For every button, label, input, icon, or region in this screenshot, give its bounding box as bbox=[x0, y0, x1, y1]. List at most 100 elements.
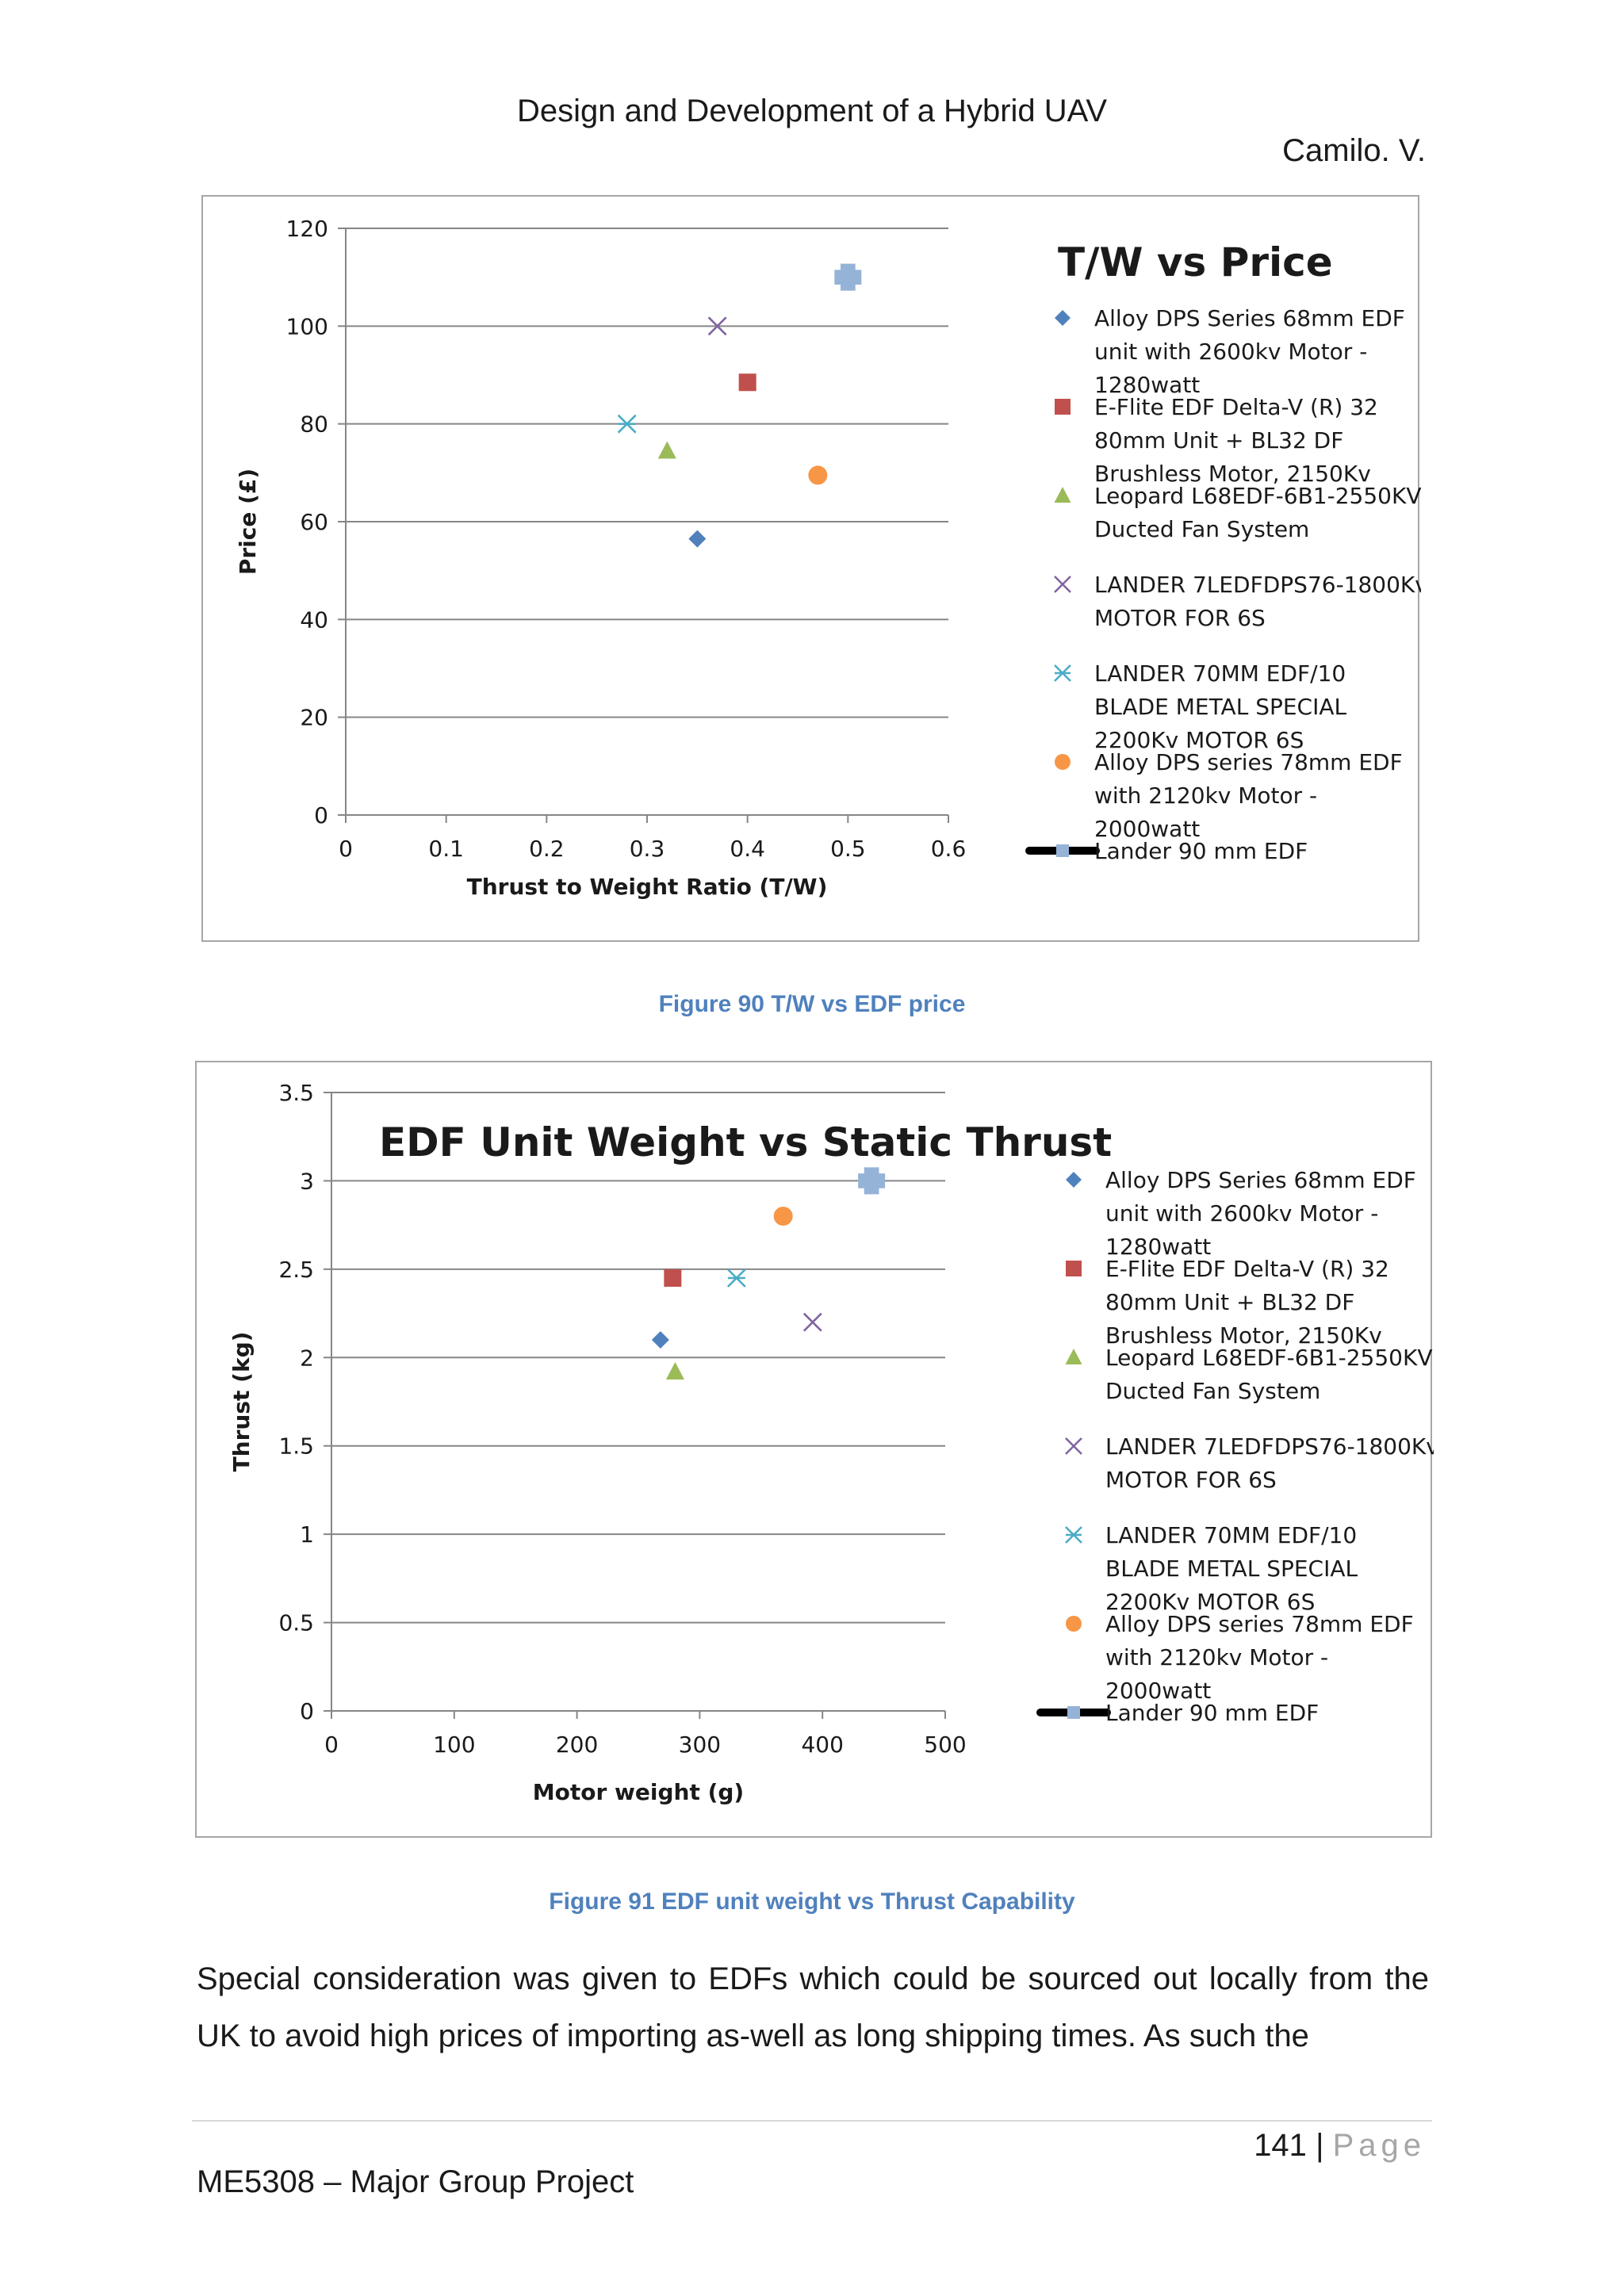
wt-legend-marker-5-shape bbox=[1066, 1616, 1082, 1632]
tw-point-5 bbox=[808, 465, 828, 485]
tw-legend-marker-1-shape bbox=[1055, 399, 1071, 415]
page-number-value: 141 bbox=[1254, 2128, 1307, 2163]
wt-legend-label-0-0: Alloy DPS Series 68mm EDF bbox=[1105, 1167, 1416, 1193]
tw-point-3 bbox=[707, 316, 727, 336]
document-author: Camilo. V. bbox=[1282, 133, 1426, 168]
tw-legend-label-5-2: 2000watt bbox=[1094, 816, 1200, 842]
wt-legend-entry-3: LANDER 7LEDFDPS76-1800Kv MOTOR FOR 6S bbox=[1065, 1433, 1434, 1493]
wt-legend-label-4-2: 2200Kv MOTOR 6S bbox=[1105, 1589, 1315, 1615]
wt-legend-entry-1: E-Flite EDF Delta-V (R) 32 80mm Unit + BL… bbox=[1066, 1256, 1389, 1349]
wt-legend-label-3-1: MOTOR FOR 6S bbox=[1105, 1467, 1277, 1493]
tw-legend-label-6-0: Lander 90 mm EDF bbox=[1094, 838, 1308, 864]
tw-legend-marker-0 bbox=[1055, 310, 1071, 326]
tw-point-5-shape bbox=[808, 465, 828, 485]
figure-90-caption: Figure 90 T/W vs EDF price bbox=[658, 991, 966, 1017]
tw-legend-entry-1: E-Flite EDF Delta-V (R) 32 80mm Unit + BL… bbox=[1055, 394, 1378, 487]
tw-legend-entry-2: Leopard L68EDF-6B1-2550KV Ducted Fan Syst… bbox=[1054, 483, 1421, 542]
footer-divider bbox=[192, 2120, 1432, 2122]
figure-91-caption: Figure 91 EDF unit weight vs Thrust Capa… bbox=[549, 1888, 1075, 1915]
tw-point-3-shape bbox=[707, 316, 727, 336]
tw-legend-label-4-2: 2200Kv MOTOR 6S bbox=[1094, 727, 1304, 753]
wt-point-6 bbox=[858, 1167, 886, 1195]
wt-legend-marker-4 bbox=[1065, 1526, 1082, 1544]
wt-legend-marker-2-shape bbox=[1065, 1349, 1082, 1364]
wt-legend-marker-3 bbox=[1065, 1437, 1082, 1455]
wt-point-0 bbox=[651, 1331, 669, 1349]
tw-x-tick-label-5: 0.5 bbox=[830, 836, 866, 862]
tw-x-tick-label-3: 0.3 bbox=[630, 836, 665, 862]
wt-point-2 bbox=[665, 1362, 684, 1380]
tw-legend-label-4-0: LANDER 70MM EDF/10 bbox=[1094, 660, 1346, 687]
wt-legend-marker-3-shape bbox=[1065, 1437, 1082, 1455]
wt-legend-label-0-2: 1280watt bbox=[1105, 1234, 1211, 1260]
wt-legend-label-2-0: Leopard L68EDF-6B1-2550KV bbox=[1105, 1345, 1433, 1371]
tw-legend-label-2-0: Leopard L68EDF-6B1-2550KV bbox=[1094, 483, 1421, 509]
tw-point-0 bbox=[688, 530, 707, 548]
wt-point-2-shape bbox=[665, 1362, 684, 1380]
tw-point-4-shape bbox=[617, 414, 637, 434]
tw-legend-marker-6-shape bbox=[1056, 844, 1069, 857]
tw-chart-title: T/W vs Price bbox=[1058, 239, 1333, 285]
wt-legend-label-3-0: LANDER 7LEDFDPS76-1800Kv bbox=[1105, 1433, 1434, 1460]
wt-legend-label-1-0: E-Flite EDF Delta-V (R) 32 bbox=[1105, 1256, 1389, 1282]
wt-chart-title: EDF Unit Weight vs Static Thrust bbox=[379, 1119, 1112, 1165]
chart-weight-vs-thrust: 0 0.5 1 1.5 2 2.5 3 3.5 0 100 200 300 400 500 Motor we… bbox=[195, 1061, 1434, 1838]
wt-y-tick-label-1: 0.5 bbox=[278, 1610, 314, 1636]
wt-legend-label-5-1: with 2120kv Motor - bbox=[1105, 1644, 1328, 1670]
wt-x-tick-label-0: 0 bbox=[324, 1732, 339, 1758]
tw-legend-entry-4: LANDER 70MM EDF/10 BLADE METAL SPECIAL 220… bbox=[1054, 660, 1347, 753]
tw-point-6-shape bbox=[834, 263, 862, 291]
tw-y-tick-label-2: 40 bbox=[300, 607, 328, 633]
page-label: Page bbox=[1332, 2128, 1426, 2163]
wt-y-tick-label-0: 0 bbox=[300, 1698, 314, 1724]
tw-x-tick-label-4: 0.4 bbox=[730, 836, 765, 862]
document-title: Design and Development of a Hybrid UAV bbox=[516, 94, 1108, 128]
tw-x-tick-label-1: 0.1 bbox=[428, 836, 464, 862]
wt-legend-label-4-1: BLADE METAL SPECIAL bbox=[1105, 1556, 1358, 1582]
tw-point-1-shape bbox=[738, 373, 756, 392]
tw-point-4 bbox=[617, 414, 637, 434]
tw-legend-marker-3-shape bbox=[1054, 576, 1071, 593]
tw-legend-marker-4 bbox=[1054, 664, 1071, 682]
wt-legend-label-6-0: Lander 90 mm EDF bbox=[1105, 1700, 1319, 1726]
tw-y-tick-label-3: 60 bbox=[300, 509, 328, 535]
tw-x-tick-label-6: 0.6 bbox=[931, 836, 967, 862]
wt-y-tick-label-4: 2 bbox=[300, 1345, 314, 1371]
chart-tw-vs-price: 0 20 40 60 80 100 120 0 0.1 0.2 0.3 0.4 0.5 0.6 Thrust… bbox=[201, 195, 1421, 942]
wt-legend-marker-1-shape bbox=[1066, 1261, 1082, 1276]
wt-y-tick-label-7: 3.5 bbox=[278, 1080, 314, 1106]
wt-point-5 bbox=[773, 1207, 793, 1226]
tw-legend-label-3-0: LANDER 7LEDFDPS76-1800Kv bbox=[1094, 572, 1421, 598]
wt-point-5-shape bbox=[773, 1207, 793, 1226]
tw-legend-marker-3 bbox=[1054, 576, 1071, 593]
wt-y-tick-label-3: 1.5 bbox=[278, 1433, 314, 1460]
wt-x-tick-label-2: 200 bbox=[556, 1732, 598, 1758]
wt-legend-marker-1 bbox=[1066, 1261, 1082, 1276]
tw-y-tick-label-6: 120 bbox=[286, 216, 328, 242]
wt-legend-marker-5 bbox=[1066, 1616, 1082, 1632]
tw-legend-label-5-0: Alloy DPS series 78mm EDF bbox=[1094, 749, 1403, 775]
tw-y-tick-label-4: 80 bbox=[300, 411, 328, 438]
wt-x-tick-label-5: 500 bbox=[924, 1732, 966, 1758]
tw-legend-label-4-1: BLADE METAL SPECIAL bbox=[1094, 694, 1347, 720]
tw-point-1 bbox=[738, 373, 756, 392]
wt-y-tick-label-2: 1 bbox=[300, 1521, 314, 1548]
wt-x-tick-label-3: 300 bbox=[679, 1732, 721, 1758]
wt-legend-entry-4: LANDER 70MM EDF/10 BLADE METAL SPECIAL 220… bbox=[1065, 1522, 1358, 1615]
tw-y-tick-label-5: 100 bbox=[286, 313, 328, 339]
tw-legend-marker-6 bbox=[1056, 844, 1069, 857]
wt-legend-marker-6-shape bbox=[1067, 1706, 1080, 1719]
wt-legend-marker-4-shape bbox=[1065, 1526, 1082, 1544]
wt-point-4-shape bbox=[726, 1269, 746, 1288]
tw-x-tick-label-0: 0 bbox=[339, 836, 353, 862]
tw-legend-label-1-1: 80mm Unit + BL32 DF bbox=[1094, 427, 1343, 453]
tw-legend-marker-5 bbox=[1055, 754, 1071, 770]
wt-legend-entry-5: Alloy DPS series 78mm EDF with 2120kv Mot… bbox=[1066, 1611, 1414, 1704]
tw-point-6 bbox=[834, 263, 862, 291]
wt-legend-label-1-2: Brushless Motor, 2150Kv bbox=[1105, 1322, 1382, 1349]
wt-y-axis-label: Thrust (kg) bbox=[228, 1332, 255, 1472]
body-paragraph: Special consideration was given to EDFs … bbox=[197, 1961, 1429, 2053]
tw-legend-label-5-1: with 2120kv Motor - bbox=[1094, 783, 1317, 809]
tw-y-axis-label: Price (£) bbox=[235, 469, 261, 575]
wt-legend-marker-0 bbox=[1066, 1172, 1082, 1188]
